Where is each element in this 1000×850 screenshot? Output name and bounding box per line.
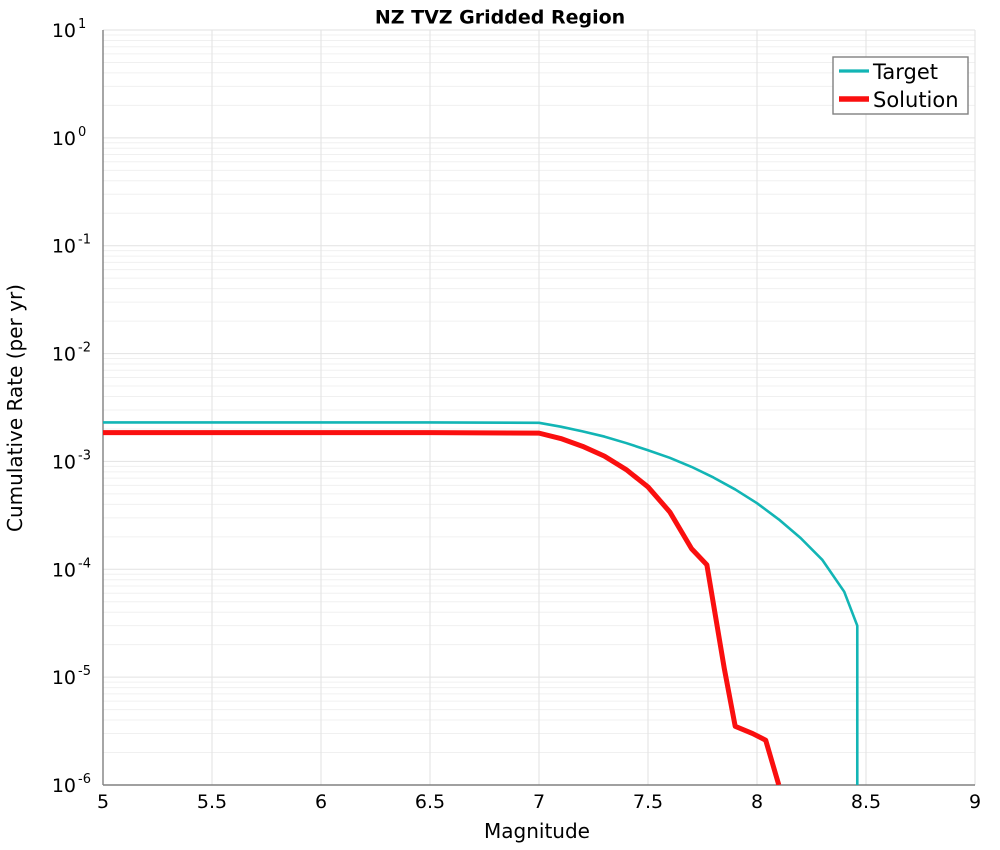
x-axis-tick-labels: 5 5.5 6 6.5 7 7.5 8 8.5 9 (97, 791, 981, 813)
y-tick-label: 10 -3 (52, 448, 91, 473)
svg-text:-4: -4 (78, 556, 91, 571)
svg-text:10: 10 (52, 20, 76, 42)
svg-text:-3: -3 (78, 448, 91, 463)
x-axis-label: Magnitude (484, 819, 590, 843)
legend-label-target: Target (872, 60, 938, 84)
svg-text:-6: -6 (78, 772, 91, 787)
chart-legend[interactable]: Target Solution (832, 56, 969, 115)
y-axis-label: Cumulative Rate (per yr) (3, 284, 27, 532)
legend-label-solution: Solution (873, 88, 959, 112)
y-tick-label: 10 -5 (52, 664, 91, 689)
chart-title: NZ TVZ Gridded Region (375, 7, 625, 29)
series-line-solution (103, 430, 782, 785)
legend-box (832, 56, 969, 115)
y-tick-label: 10 -6 (52, 772, 91, 797)
svg-text:10: 10 (52, 559, 76, 581)
series-line-target (103, 421, 859, 785)
svg-text:-5: -5 (78, 664, 91, 679)
svg-text:10: 10 (52, 667, 76, 689)
svg-text:10: 10 (52, 451, 76, 473)
x-tick-label: 5.5 (197, 791, 227, 813)
svg-text:10: 10 (52, 128, 76, 150)
x-tick-label: 7.5 (633, 791, 663, 813)
x-tick-label: 9 (969, 791, 981, 813)
y-tick-label: 10 1 (52, 17, 86, 42)
svg-text:10: 10 (52, 344, 76, 366)
svg-text:-1: -1 (78, 233, 91, 248)
svg-text:10: 10 (52, 236, 76, 258)
x-tick-label: 6 (315, 791, 327, 813)
y-tick-label: 10 -4 (52, 556, 91, 581)
svg-text:1: 1 (78, 17, 86, 32)
y-tick-label: 10 0 (52, 125, 86, 150)
plot-area-border (102, 29, 976, 786)
svg-text:-2: -2 (78, 341, 91, 356)
x-tick-label: 8 (751, 791, 763, 813)
x-tick-label: 6.5 (415, 791, 445, 813)
y-tick-label: 10 -2 (52, 341, 91, 366)
x-tick-label: 5 (97, 791, 109, 813)
y-tick-label: 10 -1 (52, 233, 91, 258)
data-series-layer (103, 421, 859, 785)
x-tick-label: 7 (533, 791, 545, 813)
x-tick-label: 8.5 (851, 791, 881, 813)
svg-text:10: 10 (52, 775, 76, 797)
svg-text:0: 0 (78, 125, 86, 140)
